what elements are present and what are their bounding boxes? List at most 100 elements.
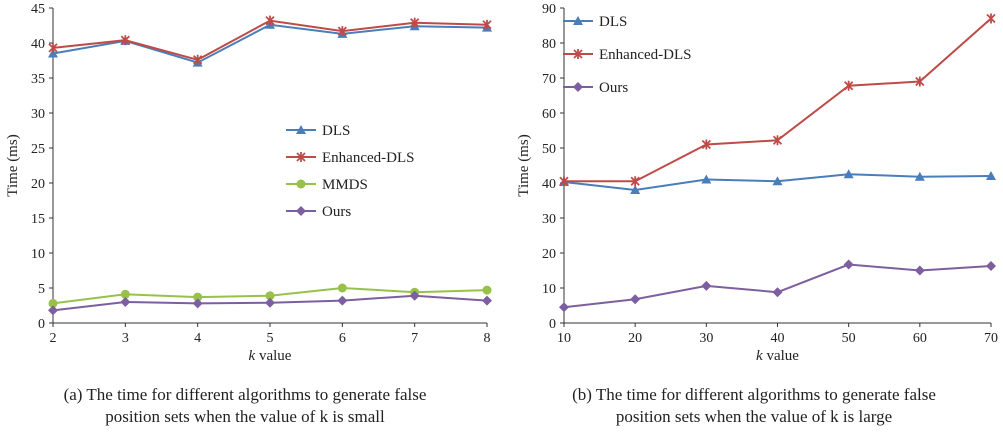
chart1-series-enhanced-dls-point [844,80,854,91]
chart1-series-dls-point [630,185,641,194]
chart1-ytick-label: 50 [542,142,556,157]
chart1-legend-marker [573,82,583,92]
chart0-xtick-label: 6 [339,331,346,346]
chart0-xtick-label: 7 [411,331,418,346]
chart1-xtick-label: 40 [771,331,785,346]
chart0-ytick-label: 40 [31,37,45,52]
chart1-legend-label: Ours [599,80,628,96]
caption-b: (b) The time for different algorithms to… [505,384,1003,428]
chart0-legend-marker [296,206,306,216]
chart1-legend-label: DLS [599,14,627,30]
chart1-series-ours-point [772,287,783,298]
chart1-series-ours-point [701,280,712,291]
chart0-xtick-label: 4 [194,331,201,346]
chart1-legend-label: Enhanced-DLS [599,47,691,63]
chart0-xlabel-k: k [249,348,256,364]
chart1-legend-marker [573,49,583,59]
chart0-legend-label: DLS [322,123,350,139]
chart1-series-dls-point [843,169,854,179]
chart0-series-enhanced-dls-point [482,19,492,30]
chart1-series-enhanced-dls-point [986,13,996,24]
chart0-series-enhanced-dls-point [120,35,130,46]
chart1-ytick-label: 70 [542,72,556,87]
chart0-xlabel-rest: value [255,348,292,364]
chart1-series-ours-point [843,259,854,270]
chart0-legend-marker [296,125,306,134]
caption-a: (a) The time for different algorithms to… [0,384,490,428]
chart1-ytick-label: 0 [549,317,556,332]
chart1-xtick-label: 30 [699,331,713,346]
chart1-ytick-label: 80 [542,37,556,52]
caption-b-line1: (b) The time for different algorithms to… [572,385,936,404]
chart0-series-ours-point [120,297,131,307]
chart1-series-dls-point [772,176,783,186]
chart1-xlabel: k value [756,348,799,364]
chart1-series-enhanced-dls-point [772,135,783,146]
chart1-xlabel-rest: value [763,348,800,364]
chart1-ytick-label: 20 [542,247,556,262]
chart1-series-enhanced-dls-line [564,17,992,183]
chart0-xlabel: k value [249,348,292,364]
chart1-series-dls-point [986,171,996,180]
chart1-ytick-label: 60 [542,107,556,122]
chart1-series-ours-line [563,263,992,309]
chart1-series-dls-point [914,171,925,181]
chart0-ytick-label: 35 [31,72,45,87]
chart1-series-ours-point [559,302,569,313]
caption-b-line2: position sets when the value of k is lar… [615,407,893,426]
chart1-series-enhanced-dls-point [630,176,640,187]
chart0-series-dls-line [52,23,488,64]
chart1-ytick-label: 30 [542,212,556,227]
chart0-series-ours-point [48,305,58,316]
chart1-xtick-label: 50 [842,331,856,346]
chart0-series-mmds-point [482,285,492,295]
chart0-series-enhanced-dls-point [48,42,58,53]
chart0-legend-label: Ours [322,204,351,220]
chart0-series-enhanced-dls-point [337,26,347,37]
chart0-legend-label: Enhanced-DLS [322,150,414,166]
chart1-series-enhanced-dls-point [915,76,925,87]
chart0-series-ours-point [409,290,420,301]
chart1-series-enhanced-dls-point [559,176,569,187]
chart0-legend-marker [296,152,306,162]
chart1-series-ours-point [986,260,996,271]
chart1-series-dls-point [701,174,712,184]
chart0-legend-label: MMDS [322,177,368,193]
chart1-series-enhanced-dls-point [701,139,711,150]
chart0-series-enhanced-dls-point [193,54,203,65]
chart0-ytick-label: 30 [31,107,45,122]
chart0-ytick-label: 20 [31,177,45,192]
chart0-xtick-label: 5 [267,331,274,346]
chart0-series-ours-point [265,297,275,308]
chart1-xtick-label: 60 [913,331,927,346]
chart0-xtick-label: 2 [50,331,57,346]
chart0-ylabel: Time (ms) [5,134,21,196]
chart0-legend-marker [296,179,306,189]
chart0-series-enhanced-dls-point [410,17,420,28]
chart0-series-mmds-point [120,289,130,299]
chart1-legend-marker [573,16,583,25]
chart0-series-mmds-point [48,298,58,308]
chart0-series-ours-point [192,298,203,309]
chart0-series-mmds-point [193,292,203,302]
chart1-ytick-label: 10 [542,282,556,297]
chart0-ytick-label: 45 [31,2,45,17]
chart0-series-enhanced-dls-point [265,15,275,26]
chart1-xlabel-k: k [756,348,763,364]
chart0-xtick-label: 8 [484,331,491,346]
chart1-xtick-label: 10 [557,331,571,346]
chart0-ytick-label: 5 [38,282,45,297]
chart1-xtick-label: 70 [984,331,998,346]
chart0-xtick-label: 3 [122,331,129,346]
chart0-ytick-label: 25 [31,142,45,157]
chart0-series-mmds-point [265,291,275,301]
caption-a-line2: position sets when the value of k is sma… [105,407,385,426]
chart0-series-mmds-point [337,283,347,293]
chart1-ytick-label: 40 [542,177,556,192]
chart1-ylabel: Time (ms) [516,134,532,196]
chart0-ytick-label: 0 [38,317,45,332]
chart1-series-ours-point [630,294,641,305]
chart0-ytick-label: 15 [31,212,45,227]
caption-a-line1: (a) The time for different algorithms to… [63,385,427,404]
